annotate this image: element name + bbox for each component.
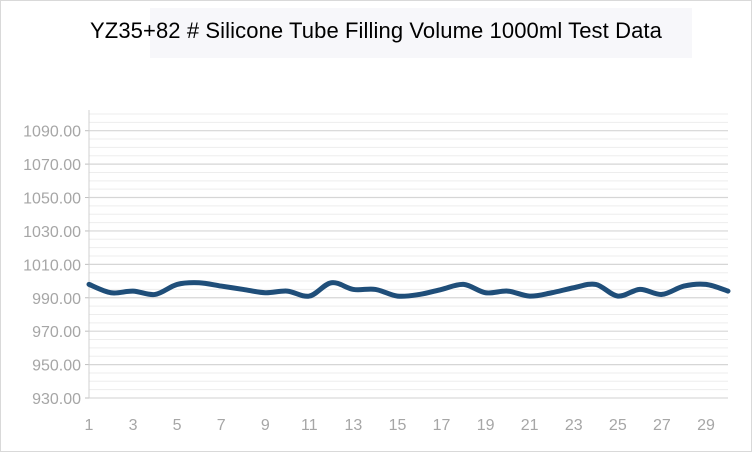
y-tick-label: 930.00 — [32, 391, 81, 408]
x-tick-label: 9 — [261, 417, 270, 434]
title-background — [150, 8, 692, 58]
y-tick-label: 950.00 — [32, 358, 81, 375]
x-tick-label: 1 — [85, 417, 94, 434]
y-tick-label: 1030.00 — [23, 224, 81, 241]
x-tick-label: 25 — [609, 417, 627, 434]
x-tick-label: 21 — [521, 417, 539, 434]
y-tick-label: 970.00 — [32, 324, 81, 341]
x-tick-label: 27 — [653, 417, 671, 434]
x-tick-label: 5 — [173, 417, 182, 434]
series-group — [86, 280, 731, 299]
x-tick-label: 11 — [301, 417, 318, 434]
series-line — [86, 280, 731, 299]
y-tick-label: 1010.00 — [23, 257, 81, 274]
x-tick-label: 3 — [129, 417, 138, 434]
x-axis-ticks: 1 3 5 7 9 11 13 15 17 19 21 23 25 27 29 — [85, 397, 728, 434]
y-tick-label: 1070.00 — [23, 157, 81, 174]
y-axis-ticks: 1090.00 1070.00 1050.00 1030.00 1010.00 990.0… — [23, 110, 90, 408]
x-tick-label: 7 — [217, 417, 226, 434]
chart-title: YZ35+82 # Silicone Tube Filling Volume 1… — [90, 18, 662, 43]
x-tick-label: 15 — [389, 417, 407, 434]
y-tick-label: 1090.00 — [23, 124, 81, 141]
x-tick-label: 13 — [345, 417, 363, 434]
y-tick-label: 1050.00 — [23, 191, 81, 208]
x-tick-label: 19 — [477, 417, 495, 434]
x-tick-label: 17 — [433, 417, 451, 434]
x-tick-label: 23 — [565, 417, 583, 434]
y-tick-label: 990.00 — [32, 291, 81, 308]
x-tick-label: 29 — [697, 417, 715, 434]
gridlines — [89, 113, 728, 391]
